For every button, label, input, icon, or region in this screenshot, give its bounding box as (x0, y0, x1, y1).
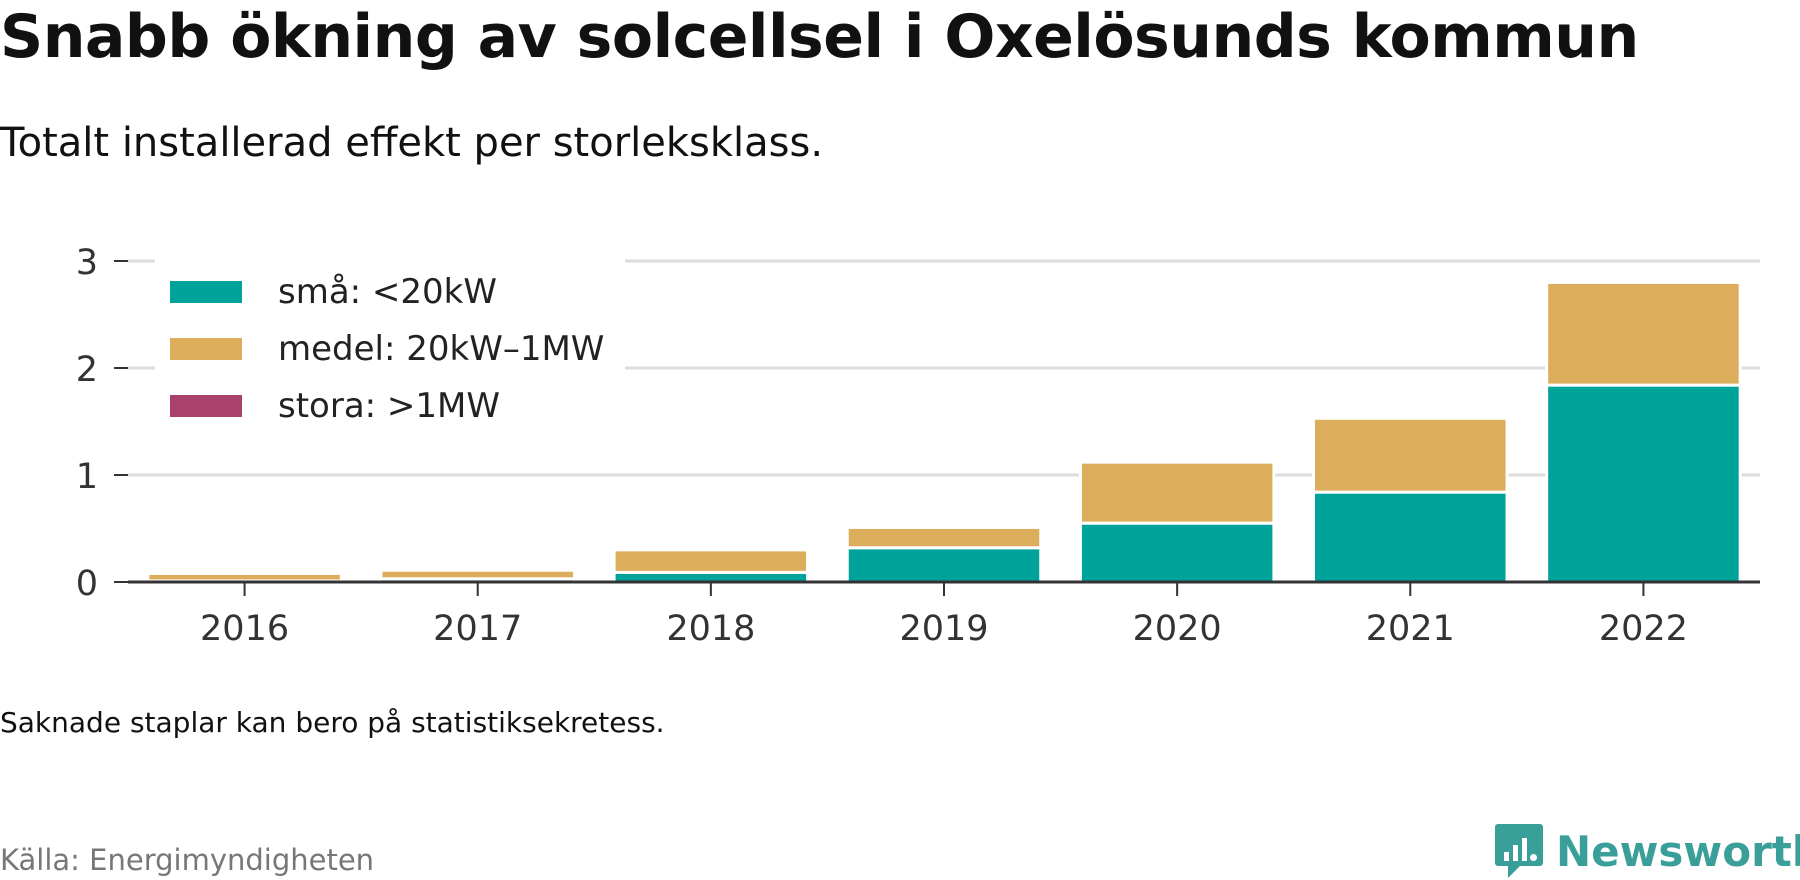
legend: små: <20kW medel: 20kW–1MW stora: >1MW (155, 259, 625, 437)
bar-2021-series-0 (1312, 490, 1509, 584)
legend-item-large: stora: >1MW (170, 386, 500, 426)
bar-2020-series-0 (1078, 521, 1276, 584)
legend-label-small: små: <20kW (278, 272, 497, 312)
x-tick-label-2019: 2019 (899, 609, 988, 649)
x-tick-label-2018: 2018 (666, 609, 755, 649)
bar-2016-series-1 (146, 571, 343, 583)
bar-2017-series-1 (379, 568, 576, 581)
x-tick-label-2020: 2020 (1133, 609, 1222, 649)
y-tick-label: 3 (76, 243, 98, 283)
legend-label-medium: medel: 20kW–1MW (278, 329, 605, 369)
legend-item-medium: medel: 20kW–1MW (170, 329, 604, 369)
bars (146, 280, 1742, 584)
y-tick-label: 0 (76, 564, 98, 604)
footnote: Saknade staplar kan bero på statistiksek… (0, 706, 665, 739)
x-tick-label-2017: 2017 (433, 609, 522, 649)
legend-item-small: små: <20kW (170, 272, 497, 312)
axes: 0 1 2 3 2016 2017 2018 2019 2020 2021 2022 (76, 243, 1760, 649)
legend-swatch-large (170, 395, 242, 417)
y-tick-label: 2 (76, 350, 98, 390)
x-tick-label-2022: 2022 (1599, 609, 1688, 649)
bar-2022-series-0 (1545, 383, 1742, 584)
legend-swatch-medium (170, 338, 242, 360)
x-tick-label-2016: 2016 (200, 609, 289, 649)
bar-2020-series-1 (1078, 460, 1276, 525)
legend-swatch-small (170, 281, 242, 303)
bar-2019-series-0 (845, 546, 1043, 584)
source-credit: Källa: Energimyndigheten (0, 843, 375, 877)
chart-subtitle: Totalt installerad effekt per storlekskl… (0, 120, 824, 166)
newsworthy-logo-icon (1495, 824, 1543, 878)
bar-2022-series-1 (1545, 280, 1742, 387)
brand-logo: Newsworthy (1494, 822, 1800, 880)
chart-title: Snabb ökning av solcellsel i Oxelösunds … (0, 2, 1639, 72)
bar-2021-series-1 (1312, 416, 1509, 494)
x-tick-label-2021: 2021 (1366, 609, 1455, 649)
bar-2018-series-1 (612, 548, 810, 574)
legend-label-large: stora: >1MW (278, 386, 500, 426)
bar-2019-series-1 (845, 525, 1043, 550)
brand-name: Newsworthy (1556, 826, 1800, 876)
y-tick-label: 1 (76, 457, 98, 497)
